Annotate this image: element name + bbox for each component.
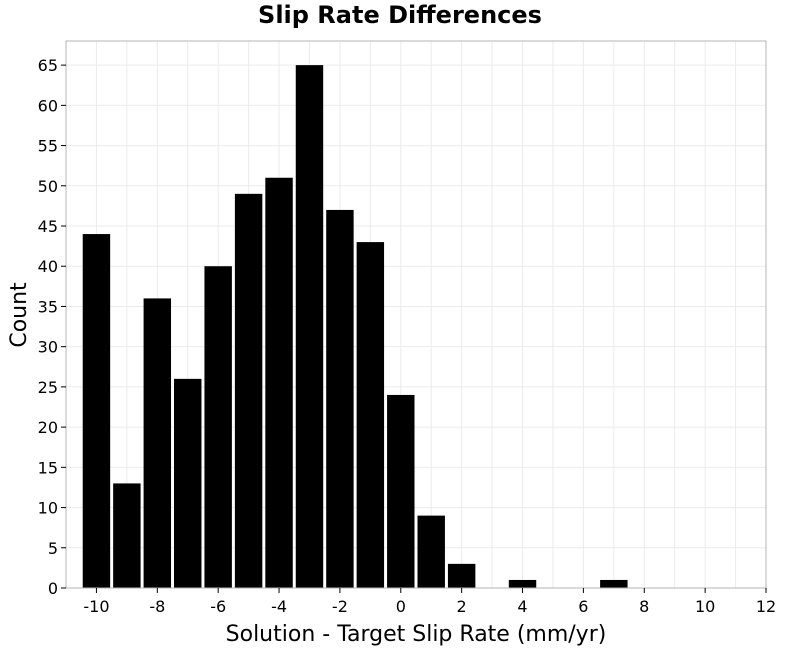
- histogram-bar: [600, 579, 628, 588]
- histogram-bar: [508, 579, 537, 588]
- histogram-bar: [417, 515, 445, 588]
- y-tick-label: 40: [38, 257, 58, 276]
- x-tick-label: -2: [332, 597, 348, 616]
- y-axis-label: Count: [7, 282, 32, 348]
- x-tick-label: 0: [396, 597, 406, 616]
- x-axis-ticks: -10 -8 -6 -4 -2 0 2 4 6 8 10 12: [83, 588, 776, 616]
- histogram-bar: [356, 242, 385, 588]
- y-tick-label: 55: [38, 137, 58, 156]
- histogram-bar: [143, 298, 172, 588]
- y-tick-label: 0: [48, 579, 58, 598]
- y-tick-label: 20: [38, 418, 58, 437]
- histogram-bar: [82, 234, 111, 588]
- plot-frame: [65, 40, 767, 589]
- y-axis-ticks: 0 5 10 15 20 25 30 35 40 45 50 55 60 65: [38, 56, 66, 598]
- histogram-bar: [326, 209, 354, 589]
- histogram-bar: [265, 177, 293, 588]
- x-tick-label: 10: [695, 597, 715, 616]
- x-tick-label: 4: [517, 597, 527, 616]
- x-axis-label: Solution - Target Slip Rate (mm/yr): [226, 622, 607, 647]
- y-tick-label: 15: [38, 458, 58, 477]
- histogram-bar: [174, 378, 202, 588]
- x-tick-label: 6: [578, 597, 588, 616]
- histogram-bar: [113, 483, 141, 588]
- y-tick-label: 10: [38, 499, 58, 518]
- y-tick-label: 30: [38, 338, 58, 357]
- x-tick-label: -10: [83, 597, 109, 616]
- histogram-bar: [387, 394, 415, 588]
- x-tick-label: -4: [271, 597, 287, 616]
- histogram-bar: [234, 193, 263, 588]
- chart-title: Slip Rate Differences: [258, 1, 542, 29]
- y-tick-label: 35: [38, 297, 58, 316]
- y-tick-label: 65: [38, 56, 58, 75]
- y-tick-label: 50: [38, 177, 58, 196]
- y-tick-label: 60: [38, 96, 58, 115]
- bars: [82, 65, 628, 589]
- histogram-bar: [447, 563, 476, 588]
- x-tick-label: -6: [210, 597, 226, 616]
- y-tick-label: 25: [38, 378, 58, 397]
- y-tick-label: 5: [48, 539, 58, 558]
- x-tick-label: 2: [457, 597, 467, 616]
- histogram-bar: [295, 65, 324, 589]
- y-tick-label: 45: [38, 217, 58, 236]
- histogram-bar: [204, 266, 232, 588]
- x-tick-label: 8: [639, 597, 649, 616]
- x-tick-label: 12: [756, 597, 776, 616]
- x-tick-label: -8: [149, 597, 165, 616]
